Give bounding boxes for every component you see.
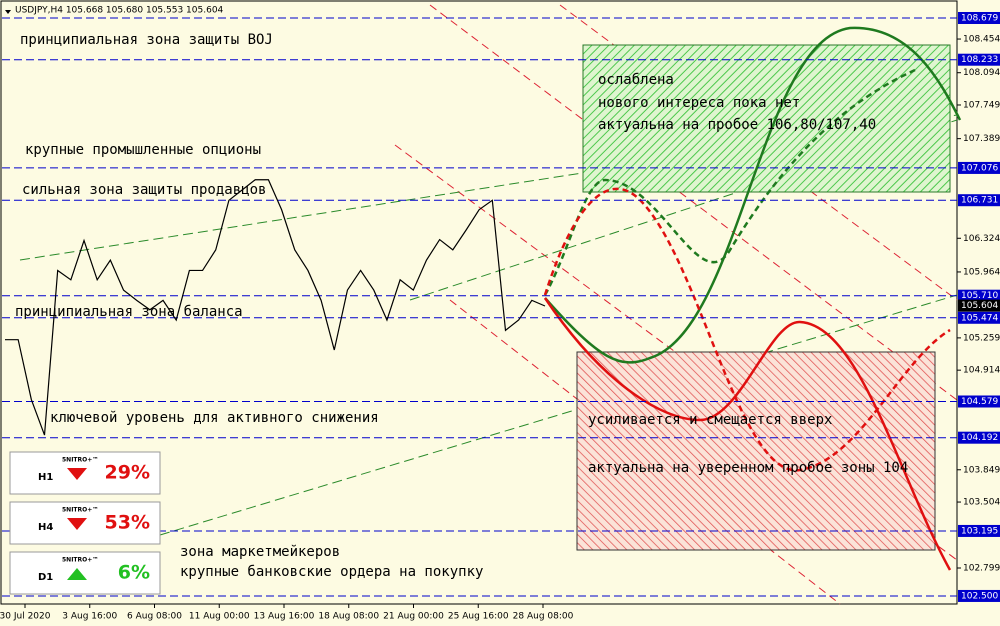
x-tick-label: 28 Aug 08:00 [513, 612, 574, 622]
signal-value: 29% [105, 462, 150, 484]
current-price-box [958, 299, 1000, 312]
signal-value: 53% [105, 512, 150, 534]
annotation: ослаблена [598, 72, 674, 88]
y-tick-label: 108.094 [963, 68, 1000, 78]
forecast-green-dashed [543, 68, 916, 296]
y-tick-label: 106.324 [963, 234, 1000, 244]
annotation: ключевой уровень для активного снижения [50, 410, 379, 426]
signal-panel [9, 451, 161, 495]
level-label: 103.195 [961, 526, 998, 536]
y-tick-label: 105.259 [963, 333, 1000, 343]
level-label: 107.076 [961, 163, 998, 173]
y-tick-label: 107.389 [963, 134, 1000, 144]
signal-brand: 5NITRO+™ [62, 507, 98, 514]
annotation: сильная зона защиты продавцов [22, 182, 266, 198]
bearish-zone [576, 351, 936, 551]
annotation: актуальна на уверенном пробое зоны 104 [588, 460, 908, 476]
level-label-box [958, 161, 1000, 174]
level-label: 108.233 [961, 55, 998, 65]
level-label-box [958, 194, 1000, 207]
price-line [5, 179, 546, 436]
level-label-box [958, 589, 1000, 602]
y-tick-label: 103.849 [963, 465, 1000, 475]
signal-arrow [67, 468, 87, 480]
signal-timeframe: D1 [38, 572, 53, 583]
annotation: усиливается и смещается вверх [588, 412, 832, 428]
forecast-red-dashed [543, 187, 951, 472]
level-label: 105.710 [961, 291, 998, 301]
trend-line [19, 114, 958, 261]
y-tick-label: 102.799 [963, 563, 1000, 573]
x-tick-label: 18 Aug 08:00 [318, 612, 379, 622]
level-label: 108.679 [961, 13, 998, 23]
level-label: 105.474 [961, 313, 998, 323]
x-tick-label: 13 Aug 16:00 [254, 612, 315, 622]
plot-frame [0, 0, 958, 605]
x-tick-label: 11 Aug 00:00 [189, 612, 250, 622]
annotation: зона маркетмейкеров [180, 544, 340, 560]
y-tick-label: 103.504 [963, 498, 1000, 508]
forecast-green [544, 26, 962, 364]
level-label: 102.500 [961, 591, 998, 601]
level-label-box [958, 524, 1000, 537]
x-tick-label: 6 Aug 08:00 [127, 612, 182, 622]
x-tick-label: 3 Aug 16:00 [62, 612, 117, 622]
annotation: крупные банковские ордера на покупку [180, 564, 483, 580]
signal-brand: 5NITRO+™ [62, 457, 98, 464]
forecast-red [543, 297, 952, 571]
x-tick-label: 30 Jul 2020 [0, 612, 51, 622]
signal-timeframe: H1 [38, 472, 53, 483]
signal-panel [9, 501, 161, 545]
level-label-box [958, 431, 1000, 444]
annotation: актуальна на пробое 106,80/107,40 [598, 117, 876, 133]
y-tick-label: 107.749 [963, 100, 1000, 110]
level-label-box [958, 395, 1000, 408]
level-label-box [958, 53, 1000, 66]
x-tick-label: 25 Aug 16:00 [448, 612, 509, 622]
y-tick-label: 104.914 [963, 366, 1000, 376]
level-label: 104.579 [961, 397, 998, 407]
level-label-box [958, 289, 1000, 302]
signal-brand: 5NITRO+™ [62, 557, 98, 564]
header-arrow [5, 10, 11, 14]
y-tick-label: 108.454 [963, 35, 1000, 45]
annotation: принципиальная зона баланса [15, 304, 243, 320]
signal-timeframe: H4 [38, 522, 53, 533]
annotation: принципиальная зона защиты BOJ [20, 32, 273, 48]
signal-panel [9, 551, 161, 595]
signal-value: 6% [118, 562, 150, 584]
signal-arrow [67, 568, 87, 580]
trend-lines [19, 114, 958, 536]
y-tick-label: 105.964 [963, 267, 1000, 277]
annotation: нового интереса пока нет [598, 95, 800, 111]
level-label: 104.192 [961, 433, 998, 443]
trend-line [409, 119, 958, 301]
forecast-paths [543, 26, 962, 571]
trend-line [159, 294, 958, 536]
level-label-box [958, 11, 1000, 24]
level-label-box [958, 311, 1000, 324]
channel-line [429, 4, 958, 401]
signal-arrow [67, 518, 87, 530]
current-price-label: 105.604 [961, 301, 998, 311]
level-label: 106.731 [961, 196, 998, 206]
x-tick-label: 21 Aug 00:00 [383, 612, 444, 622]
annotation: крупные промышленные опционы [25, 142, 261, 158]
chart-title: USDJPY,H4 105.668 105.680 105.553 105.60… [15, 6, 224, 16]
